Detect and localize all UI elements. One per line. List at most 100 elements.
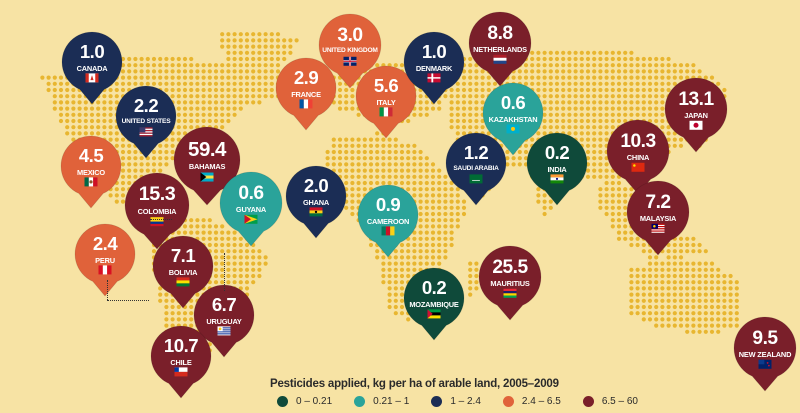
map-dot <box>567 69 572 74</box>
map-dot <box>393 267 398 272</box>
map-dot <box>672 292 677 297</box>
map-dot <box>623 75 628 80</box>
map-dot <box>455 199 460 204</box>
map-dot <box>629 286 634 291</box>
map-dot <box>65 94 70 99</box>
map-dot <box>399 180 405 186</box>
map-dot <box>201 69 206 74</box>
map-dot <box>399 174 405 179</box>
map-dot <box>244 261 250 266</box>
map-dot <box>418 106 423 111</box>
map-dot <box>424 106 429 111</box>
map-dot <box>455 87 460 93</box>
map-dot <box>176 87 181 93</box>
map-dot <box>654 106 659 111</box>
map-dot <box>220 261 225 266</box>
map-dot <box>170 304 175 310</box>
map-dot <box>716 292 721 297</box>
map-dot <box>356 193 361 198</box>
map-dot <box>647 249 653 254</box>
leader-line-peru-vertical <box>107 280 108 300</box>
map-dot <box>678 304 684 310</box>
map-dot <box>424 249 429 254</box>
map-dot <box>114 87 119 93</box>
map-dot <box>474 75 479 80</box>
map-dot <box>220 112 225 117</box>
map-dot <box>703 292 708 297</box>
map-dot <box>449 211 454 217</box>
map-dot <box>592 63 597 68</box>
map-dot <box>244 249 250 254</box>
map-dot <box>71 94 76 99</box>
pin-shape <box>478 245 542 321</box>
netherlands-flag-icon <box>493 54 507 64</box>
map-dot <box>226 112 231 117</box>
map-dot <box>263 81 268 86</box>
map-dot <box>666 323 671 328</box>
map-dot <box>629 63 634 68</box>
map-dot <box>523 69 529 74</box>
map-dot <box>127 174 132 179</box>
map-dot <box>52 75 57 80</box>
map-dot <box>430 230 436 235</box>
map-dot <box>418 174 423 179</box>
map-dot <box>189 298 194 303</box>
map-dot <box>145 75 150 80</box>
map-dot <box>220 224 225 229</box>
map-dot <box>728 298 733 303</box>
map-dot <box>77 94 82 99</box>
map-dot <box>468 75 473 80</box>
map-dot <box>139 168 144 173</box>
map-dot <box>151 69 157 74</box>
map-dot <box>238 242 243 248</box>
map-dot <box>375 168 380 173</box>
map-dot <box>170 94 175 99</box>
map-dot <box>629 273 634 279</box>
map-dot <box>71 131 76 136</box>
map-dot <box>207 94 212 99</box>
map-dot <box>226 267 231 272</box>
map-dot <box>610 112 615 117</box>
map-dot <box>666 267 671 272</box>
map-dot <box>226 242 231 248</box>
uruguay-flag-icon <box>217 326 231 336</box>
map-dot <box>437 187 442 192</box>
map-dot <box>598 100 603 105</box>
map-dot <box>158 298 163 303</box>
map-dot <box>567 63 572 68</box>
map-dot <box>356 112 361 117</box>
map-dot <box>660 56 665 62</box>
map-dot <box>604 125 609 130</box>
map-dot <box>170 149 175 155</box>
map-dot <box>406 180 411 186</box>
map-dot <box>257 100 262 105</box>
map-dot <box>437 224 442 229</box>
map-dot <box>430 187 436 192</box>
map-dot <box>226 118 231 124</box>
map-dot <box>337 168 343 173</box>
map-dot <box>356 149 361 155</box>
map-dot <box>226 56 231 62</box>
map-dot <box>598 112 603 117</box>
map-dot <box>145 156 150 161</box>
map-dot <box>635 87 640 93</box>
map-dot <box>430 224 436 229</box>
map-dot <box>734 298 739 303</box>
map-dot <box>182 75 188 80</box>
map-dot <box>151 149 157 155</box>
map-dot <box>387 304 392 310</box>
map-dot <box>406 255 411 260</box>
map-dot <box>592 131 597 136</box>
map-dot <box>238 81 243 86</box>
map-dot <box>592 168 597 173</box>
map-dot <box>381 261 386 266</box>
map-dot <box>573 94 578 99</box>
map-dot <box>430 193 436 198</box>
map-dot <box>443 249 448 254</box>
map-dot <box>381 156 386 161</box>
map-dot <box>430 168 436 173</box>
map-dot <box>251 38 256 43</box>
map-dot <box>244 81 250 86</box>
map-dot <box>697 304 702 310</box>
map-dot <box>406 174 411 179</box>
